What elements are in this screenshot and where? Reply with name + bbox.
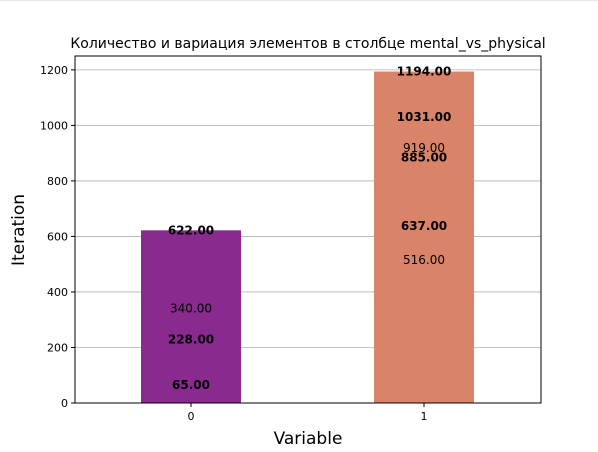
y-tick-label: 1000: [40, 119, 68, 132]
x-tick-label: 1: [421, 410, 428, 423]
x-axis-label: Variable: [274, 429, 343, 449]
y-tick-label: 1200: [40, 64, 68, 77]
bar-value-label: 637.00: [401, 219, 447, 233]
y-tick-label: 600: [47, 230, 68, 243]
x-tick-label: 0: [188, 410, 195, 423]
y-tick-label: 400: [47, 286, 68, 299]
bar-value-label: 885.00: [401, 150, 447, 164]
bar-value-label: 622.00: [168, 223, 214, 237]
bar-value-label: 1194.00: [397, 65, 452, 79]
y-axis-ticks: 0 200 400 600 800 1000 1200: [40, 64, 75, 410]
bars: [141, 71, 474, 404]
plot-frame: [74, 55, 542, 404]
bar-value-label: 919.00: [403, 141, 445, 155]
bar-value-label: 1031.00: [397, 110, 452, 124]
bar-value-label: 65.00: [172, 378, 210, 392]
bar-value-label: 228.00: [168, 333, 214, 347]
y-tick-label: 0: [61, 397, 68, 410]
bar-1: [374, 71, 474, 404]
chart-title: Количество и вариация элементов в столбц…: [70, 36, 545, 52]
bar-0: [141, 230, 241, 403]
bar-value-label: 516.00: [403, 253, 445, 267]
bar-value-label: 340.00: [170, 302, 212, 316]
y-tick-label: 800: [47, 175, 68, 188]
window-top-border: [0, 0, 598, 1]
y-axis-label: Iteration: [9, 194, 29, 266]
bar-value-labels: 622.00 340.00 228.00 65.00 1194.00 1031.00 919…: [168, 65, 451, 392]
y-tick-label: 200: [47, 341, 68, 354]
